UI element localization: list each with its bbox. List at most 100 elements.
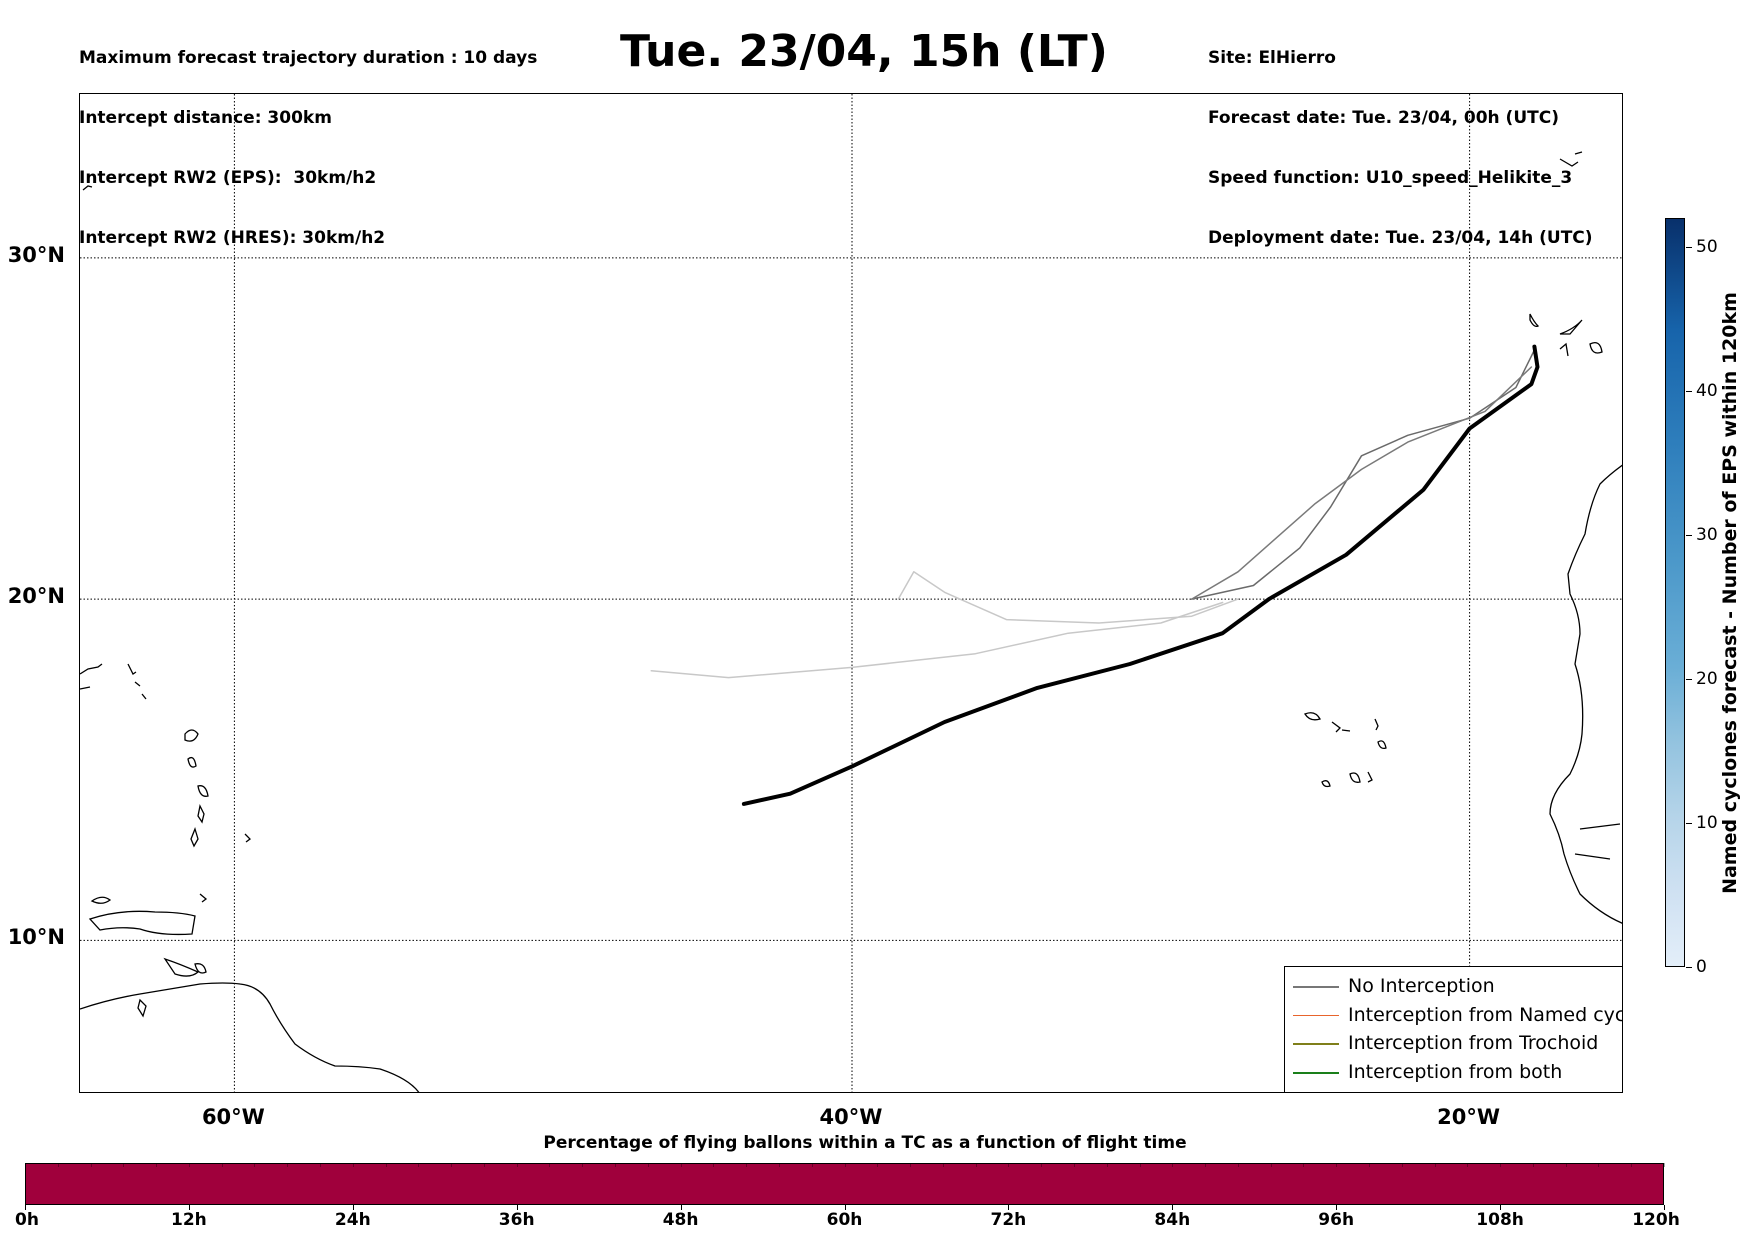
legend-label: HRES [1348, 1089, 1400, 1092]
colorbar-tick-label: 40 [1696, 380, 1718, 401]
eps-track-light [650, 601, 1224, 679]
flight-time-minor-tick [713, 1163, 715, 1167]
page-title: Tue. 23/04, 15h (LT) [620, 26, 1108, 77]
flight-time-minor-tick [320, 1163, 322, 1167]
flight-time-minor-tick [1205, 1163, 1207, 1167]
flight-time-minor-tick [451, 1163, 453, 1167]
coastlines [80, 185, 420, 1092]
flight-time-tick-label: 84h [1154, 1210, 1191, 1230]
legend-item: No Interception [1285, 973, 1622, 1001]
legend-item: Interception from both [1285, 1059, 1622, 1087]
flight-time-minor-tick [1336, 1163, 1338, 1167]
colorbar-tick [1686, 967, 1692, 968]
flight-time-minor-tick [156, 1163, 158, 1167]
flight-time-minor-tick [1434, 1163, 1436, 1167]
flight-time-minor-tick [1172, 1163, 1174, 1167]
forecast-date-text: Forecast date: Tue. 23/04, 00h (UTC) [1208, 108, 1559, 128]
flight-time-tick-label: 96h [1318, 1210, 1355, 1230]
trajectory-tracks [650, 344, 1540, 806]
flight-time-minor-tick [188, 1163, 190, 1167]
flight-time-minor-tick [254, 1163, 256, 1167]
flight-time-minor-tick [352, 1163, 354, 1167]
lat-label: 30°N [7, 242, 65, 267]
lat-label: 10°N [7, 925, 65, 950]
flight-time-bar-title: Percentage of flying ballons within a TC… [543, 1133, 1187, 1153]
flight-time-tick [516, 1205, 518, 1210]
lon-label: 60°W [201, 1105, 265, 1129]
flight-time-tick-label: 72h [990, 1210, 1027, 1230]
flight-time-minor-tick [1041, 1163, 1043, 1167]
colorbar-tick-label: 10 [1696, 812, 1718, 833]
legend-item: HRES [1285, 1087, 1622, 1092]
flight-time-tick [1172, 1205, 1174, 1210]
flight-time-tick [188, 1205, 190, 1210]
flight-time-tick [844, 1205, 846, 1210]
flight-time-tick-label: 24h [334, 1210, 371, 1230]
flight-time-minor-tick [1008, 1163, 1010, 1167]
colorbar-tick [1686, 678, 1692, 680]
flight-time-minor-tick [811, 1163, 813, 1167]
flight-time-minor-tick [287, 1163, 289, 1167]
flight-time-tick-label: 0h [15, 1210, 39, 1230]
legend-label: Interception from Trochoid [1348, 1032, 1599, 1055]
flight-time-minor-tick [942, 1163, 944, 1167]
legend-item: Interception from Named cyclone [1285, 1002, 1623, 1030]
colorbar-tick [1686, 390, 1692, 392]
deployment-date-text: Deployment date: Tue. 23/04, 14h (UTC) [1208, 228, 1593, 248]
flight-time-minor-tick [1270, 1163, 1272, 1167]
analysis-track [741, 344, 1540, 806]
flight-time-minor-tick [1073, 1163, 1075, 1167]
flight-time-minor-tick [910, 1163, 912, 1167]
flight-time-minor-tick [90, 1163, 92, 1167]
flight-time-minor-tick [1368, 1163, 1370, 1167]
eps-track-light [897, 571, 1239, 624]
flight-time-tick-label: 12h [171, 1210, 207, 1230]
flight-time-minor-tick [1565, 1163, 1567, 1167]
flight-time-tick-label: 36h [498, 1210, 535, 1230]
flight-time-minor-tick [1303, 1163, 1305, 1167]
flight-time-minor-tick [680, 1163, 682, 1167]
flight-time-tick [25, 1205, 26, 1210]
legend-item: Interception from Trochoid [1285, 1030, 1622, 1058]
intercept-distance-text: Intercept distance: 300km [79, 108, 332, 128]
flight-time-minor-tick [1532, 1163, 1534, 1167]
flight-time-minor-tick [385, 1163, 387, 1167]
flight-time-tick-label: 48h [662, 1210, 699, 1230]
map-gridlines [80, 94, 1622, 1092]
flight-time-minor-tick [1631, 1163, 1633, 1167]
map-panel[interactable]: No Interception Interception from Named c… [79, 93, 1623, 1093]
legend-swatch [1293, 986, 1339, 988]
flight-time-minor-tick [582, 1163, 584, 1167]
legend-label: No Interception [1348, 975, 1495, 997]
map-canvas [80, 94, 1622, 1092]
colorbar-tick-label: 20 [1696, 668, 1718, 689]
max-duration-text: Maximum forecast trajectory duration : 1… [79, 48, 538, 68]
flight-time-minor-tick [25, 1163, 26, 1167]
legend-label: Interception from Named cyclone [1348, 1003, 1623, 1026]
flight-time-minor-tick [1401, 1163, 1403, 1167]
flight-time-minor-tick [975, 1163, 977, 1167]
legend-swatch [1293, 1014, 1339, 1017]
map-legend: No Interception Interception from Named c… [1284, 966, 1623, 1092]
colorbar-tick [1686, 534, 1692, 536]
flight-time-tick [680, 1205, 682, 1210]
legend-swatch [1293, 1072, 1339, 1074]
colorbar-tick [1686, 822, 1692, 824]
lon-label: 20°W [1437, 1105, 1501, 1129]
speed-function-text: Speed function: U10_speed_Helikite_3 [1208, 168, 1573, 188]
lon-label: 40°W [819, 1105, 883, 1129]
flight-time-minor-tick [778, 1163, 780, 1167]
colorbar-tick [1686, 246, 1692, 248]
flight-time-tick [352, 1205, 354, 1210]
legend-swatch [1293, 1043, 1339, 1045]
flight-time-minor-tick [57, 1163, 59, 1167]
flight-time-minor-tick [1467, 1163, 1469, 1167]
africa-coastline [1304, 151, 1622, 924]
flight-time-tick-label: 120h [1632, 1210, 1680, 1230]
flight-time-minor-tick [221, 1163, 223, 1167]
flight-time-minor-tick [1598, 1163, 1600, 1167]
eps-track [1190, 366, 1533, 600]
flight-time-minor-tick [483, 1163, 485, 1167]
flight-time-minor-tick [516, 1163, 518, 1167]
flight-time-minor-tick [877, 1163, 879, 1167]
